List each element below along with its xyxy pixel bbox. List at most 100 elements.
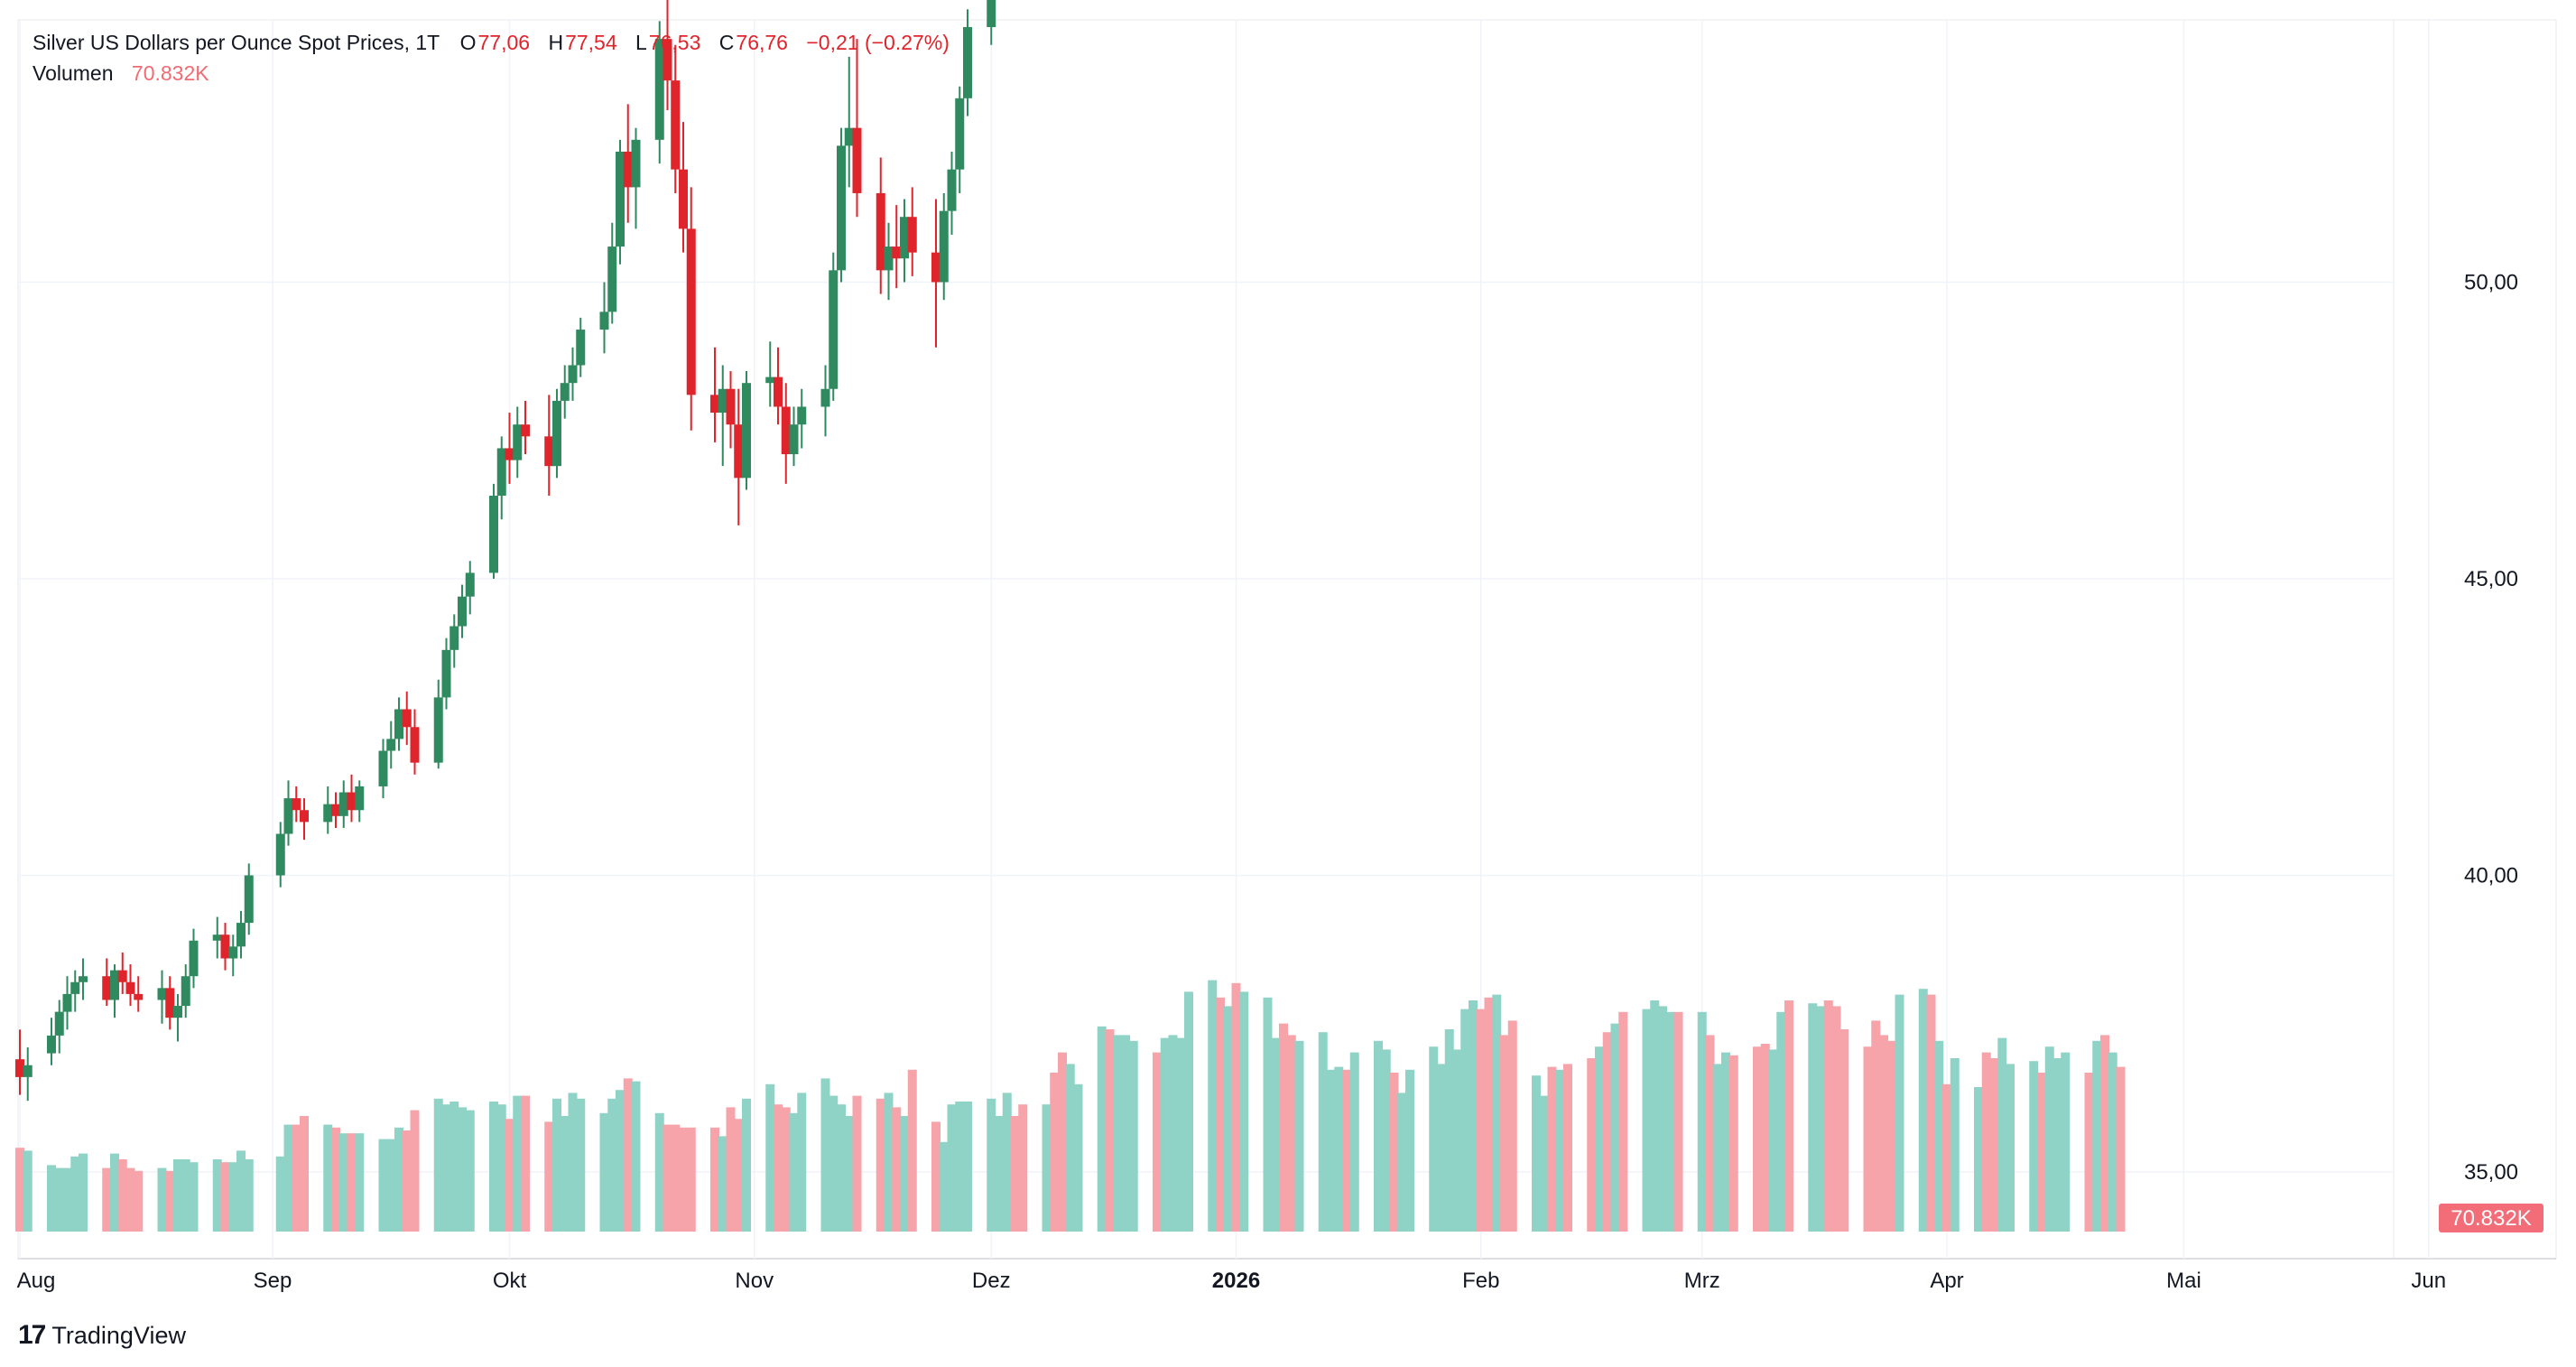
volume-bar — [1539, 1095, 1549, 1232]
volume-bar — [323, 1124, 333, 1232]
open-value: 77,06 — [477, 31, 531, 54]
volume-bar — [2052, 1058, 2062, 1232]
candle-body — [837, 145, 846, 271]
volume-bar — [1658, 1006, 1667, 1232]
volume-bar — [355, 1133, 365, 1232]
volume-bar — [496, 1104, 506, 1232]
volume-bar — [552, 1098, 561, 1232]
candle-body — [671, 80, 681, 170]
volume-bar — [544, 1121, 554, 1232]
candle-body — [576, 330, 586, 366]
volume-bar — [102, 1167, 112, 1232]
volume-bar — [631, 1081, 641, 1232]
x-tick-label: Okt — [493, 1269, 527, 1293]
tradingview-brand[interactable]: 17 TradingView — [18, 1320, 186, 1351]
candle-body — [686, 228, 696, 395]
volume-bar — [441, 1104, 451, 1232]
volume-bar — [1705, 1035, 1715, 1232]
volume-bar — [1808, 1003, 1818, 1232]
volume-bar — [1728, 1055, 1738, 1232]
volume-bar — [1239, 991, 1249, 1232]
volume-bar — [1469, 1000, 1478, 1232]
volume-bar — [489, 1102, 498, 1232]
candle-body — [876, 192, 885, 271]
x-tick-label: Dez — [972, 1269, 1011, 1293]
volume-bar — [1073, 1083, 1083, 1232]
candle-body — [568, 365, 578, 384]
volume-value: 70.832K — [131, 61, 209, 85]
candle-body — [789, 424, 799, 455]
volume-bar — [23, 1150, 32, 1232]
candle-body — [489, 496, 498, 573]
volume-bar — [2116, 1066, 2126, 1232]
volume-bar — [1058, 1052, 1067, 1232]
symbol-title[interactable]: Silver US Dollars per Ounce Spot Prices,… — [32, 31, 440, 54]
last-volume-badge — [2439, 1204, 2544, 1232]
candle-body — [102, 976, 112, 1000]
volume-bar — [505, 1119, 514, 1232]
volume-bar — [62, 1167, 72, 1232]
volume-bar — [1918, 989, 1928, 1232]
candle-body — [394, 709, 403, 739]
volume-bar — [2029, 1061, 2039, 1232]
candle-body — [892, 246, 902, 259]
volume-label[interactable]: Volumen — [32, 61, 114, 85]
volume-bar — [1105, 1029, 1115, 1232]
volume-bar — [774, 1104, 783, 1232]
candle-body — [189, 940, 199, 977]
volume-bar — [623, 1078, 633, 1232]
candle-body — [718, 388, 727, 414]
candle-body — [560, 383, 570, 401]
candle-body — [220, 935, 230, 959]
volume-bar — [1223, 1006, 1233, 1232]
volume-bar — [1784, 1000, 1793, 1232]
volume-bar — [884, 1093, 894, 1232]
volume-bar — [820, 1078, 830, 1232]
volume-bar — [134, 1170, 144, 1232]
candle-body — [521, 424, 530, 437]
candle-body — [378, 750, 388, 786]
brand-name: TradingView — [51, 1321, 186, 1349]
volume-bar — [663, 1124, 672, 1232]
volume-bar — [1452, 1049, 1462, 1232]
volume-bar — [900, 1116, 909, 1232]
volume-bar — [331, 1127, 340, 1232]
candle-body — [774, 377, 783, 407]
candle-body — [599, 312, 609, 330]
volume-bar — [616, 1090, 625, 1232]
volume-bar — [228, 1162, 238, 1232]
volume-bar — [1002, 1093, 1012, 1232]
candle-body — [726, 388, 736, 425]
volume-bar — [1816, 1006, 1825, 1232]
volume-bar — [1389, 1073, 1399, 1232]
volume-bar — [679, 1127, 688, 1232]
candle-body — [931, 252, 941, 283]
x-tick-label: Mai — [2166, 1269, 2201, 1293]
volume-bar — [47, 1165, 56, 1232]
volume-bar — [1429, 1046, 1439, 1232]
volume-bar — [1042, 1104, 1052, 1232]
candle-body — [505, 448, 514, 460]
volume-bar — [1942, 1083, 1951, 1232]
x-tick-label: Sep — [254, 1269, 292, 1293]
volume-bar — [947, 1104, 957, 1232]
volume-bar — [2006, 1064, 2015, 1232]
volume-bar — [458, 1107, 467, 1232]
candle-body — [54, 1011, 64, 1036]
volume-bar — [2108, 1052, 2117, 1232]
volume-bar — [125, 1167, 135, 1232]
volume-bar — [1128, 1040, 1138, 1232]
volume-bar — [181, 1159, 190, 1232]
volume-bar — [955, 1102, 965, 1232]
candle-body — [939, 210, 949, 283]
candle-body — [544, 436, 554, 467]
candle-body — [907, 217, 917, 253]
candle-body — [79, 976, 88, 982]
candle-body — [323, 804, 333, 823]
candle-body — [173, 1006, 182, 1018]
candle-body — [844, 127, 854, 146]
x-tick-label: Mrz — [1684, 1269, 1720, 1293]
volume-bar — [1610, 1023, 1620, 1232]
low-label: L — [635, 31, 647, 54]
